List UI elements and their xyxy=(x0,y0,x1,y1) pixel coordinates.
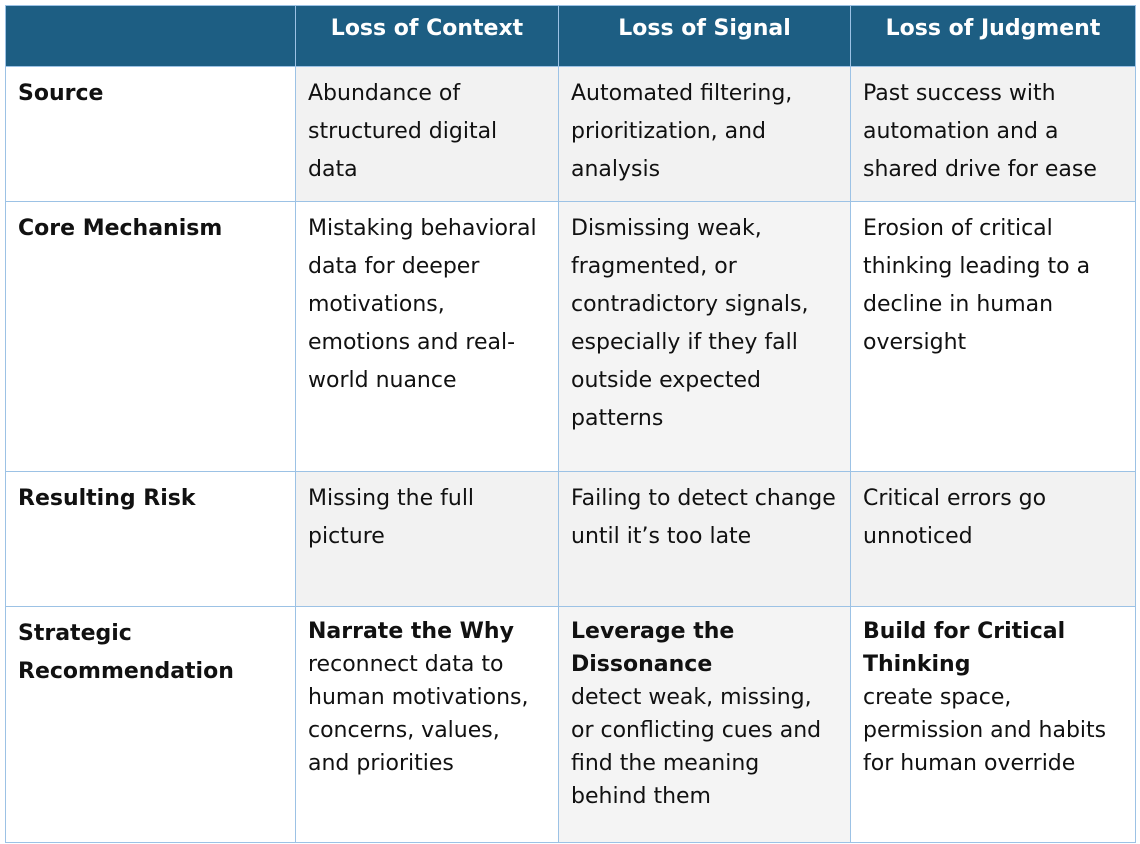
column-header: Loss of Judgment xyxy=(850,5,1136,67)
recommendation-title: Narrate the Why xyxy=(308,619,514,644)
table-cell: Past success with automation and a share… xyxy=(850,66,1136,202)
row-label: Core Mechanism xyxy=(5,201,296,472)
table-cell: Missing the full picture xyxy=(295,471,559,607)
table-cell: Failing to detect change until it’s too … xyxy=(558,471,851,607)
table-body: Source Abundance of structured digital da… xyxy=(5,66,1136,843)
table-cell: Critical errors go unnoticed xyxy=(850,471,1136,607)
table-row: Resulting Risk Missing the full picture Fa… xyxy=(5,471,1136,607)
row-label: Source xyxy=(5,66,296,202)
header-row: Loss of Context Loss of Signal Loss of Jud… xyxy=(5,5,1136,67)
table-row: Source Abundance of structured digital da… xyxy=(5,66,1136,202)
comparison-table: Loss of Context Loss of Signal Loss of Jud… xyxy=(5,5,1136,843)
column-header: Loss of Signal xyxy=(558,5,851,67)
recommendation-title: Leverage the Dissonance xyxy=(571,619,735,677)
table-row: Strategic Recommendation Narrate the Why r… xyxy=(5,606,1136,843)
recommendation-cell: Narrate the Why reconnect data to human m… xyxy=(295,606,559,843)
recommendation-title: Build for Critical Thinking xyxy=(863,619,1066,677)
recommendation-text: detect weak, missing, or conflicting cue… xyxy=(571,685,822,809)
column-header: Loss of Context xyxy=(295,5,559,67)
table-cell: Erosion of critical thinking leading to … xyxy=(850,201,1136,472)
row-label: Strategic Recommendation xyxy=(5,606,296,843)
recommendation-cell: Build for Critical Thinking create space,… xyxy=(850,606,1136,843)
table-cell: Mistaking behavioral data for deeper mot… xyxy=(295,201,559,472)
table-cell: Abundance of structured digital data xyxy=(295,66,559,202)
recommendation-cell: Leverage the Dissonance detect weak, miss… xyxy=(558,606,851,843)
table-cell: Dismissing weak, fragmented, or contradi… xyxy=(558,201,851,472)
row-label: Resulting Risk xyxy=(5,471,296,607)
table-row: Core Mechanism Mistaking behavioral data … xyxy=(5,201,1136,472)
recommendation-text: create space, permission and habits for … xyxy=(863,685,1107,776)
table-cell: Automated filtering, prioritization, and… xyxy=(558,66,851,202)
recommendation-text: reconnect data to human motivations, con… xyxy=(308,652,529,776)
header-corner xyxy=(5,5,296,67)
